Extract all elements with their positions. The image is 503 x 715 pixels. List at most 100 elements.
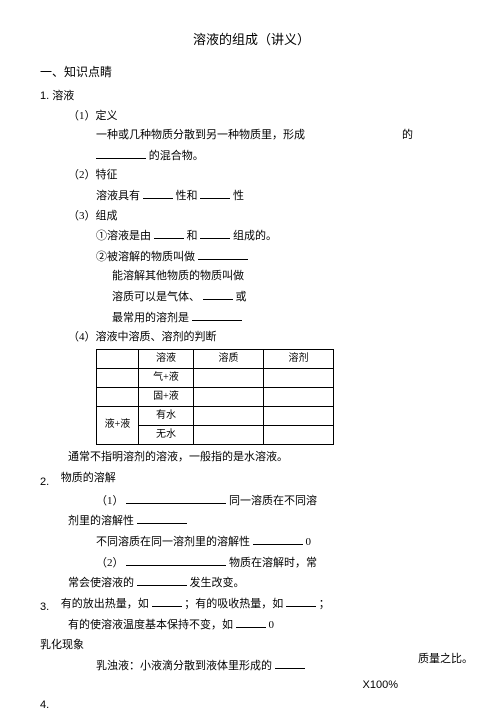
table-cell: 液+液	[97, 406, 139, 444]
item-2-line5: 常会使溶液的 发生改变。	[40, 574, 463, 593]
table-row: 气+液	[97, 368, 334, 387]
blank-fill	[137, 574, 187, 586]
table-cell: 固+液	[139, 387, 194, 406]
blank-fill	[200, 227, 230, 239]
item-5-num: 4.	[40, 697, 58, 715]
text-fragment: 性和	[176, 190, 198, 202]
item-1-2-text: 溶液具有 性和 性	[40, 187, 463, 206]
text-fragment: 溶液具有	[96, 190, 140, 202]
blank-fill	[236, 616, 266, 628]
text-fragment: 溶质可以是气体、	[112, 291, 200, 303]
text-fragment: 0	[269, 619, 275, 631]
blank-fill	[275, 657, 305, 669]
item-1-3-text2: ②被溶解的物质叫做	[40, 248, 463, 267]
section-heading: 一、知识点睛	[40, 63, 463, 82]
item-4-line1: 乳浊液：小液滴分散到液体里形成的 质量之比。	[40, 657, 463, 676]
table-cell: 溶剂	[264, 349, 334, 368]
table-row: 溶液 溶质 溶剂	[97, 349, 334, 368]
item-1-1-text2: 的混合物。	[40, 147, 463, 166]
item-1-3-text1: ①溶液是由 和 组成的。	[40, 227, 463, 246]
text-fragment: 的混合物。	[149, 150, 204, 162]
text-fragment: 同一溶质在不同溶	[229, 495, 317, 507]
item-1-1-text: 一种或几种物质分散到另一种物质里，形成 的	[40, 127, 463, 145]
text-fragment: ②被溶解的物质叫做	[96, 251, 195, 263]
formula: X100%	[363, 677, 398, 695]
blank-fill	[143, 187, 173, 199]
item-4: 乳化现象	[40, 637, 463, 655]
page-title: 溶液的组成（讲义）	[40, 30, 463, 51]
item-1-3-text5: 最常用的溶剂是	[40, 309, 463, 328]
table-cell: 无水	[139, 425, 194, 444]
table-cell	[97, 387, 139, 406]
text-fragment: 和	[187, 230, 198, 242]
text-fragment: 质量之比。	[418, 651, 473, 669]
item-2-num: 2.	[40, 474, 58, 492]
blank-fill	[126, 492, 226, 504]
item-1-3-text3: 能溶解其他物质的物质叫做	[40, 268, 463, 286]
item-1-label: 1. 溶液	[40, 88, 463, 106]
text-fragment: （1）	[96, 495, 124, 507]
item-2-line1: （1） 同一溶质在不同溶	[40, 492, 463, 511]
table-cell	[194, 387, 264, 406]
blank-fill	[154, 227, 184, 239]
blank-fill	[253, 533, 303, 545]
blank-fill	[200, 187, 230, 199]
note: 通常不指明溶剂的溶液，一般指的是水溶液。	[40, 449, 463, 467]
blank-fill	[203, 288, 233, 300]
blank-fill	[192, 309, 242, 321]
table-cell: 气+液	[139, 368, 194, 387]
table-cell: 溶液	[139, 349, 194, 368]
table-cell	[264, 406, 334, 425]
blank-fill	[126, 554, 226, 566]
text-fragment: 一种或几种物质分散到另一种物质里，形成	[96, 129, 305, 141]
table-cell	[97, 349, 139, 368]
text-fragment: 不同溶质在同一溶剂里的溶解性	[96, 536, 250, 548]
table-cell	[194, 368, 264, 387]
text-fragment: ；有的吸收热量，如	[184, 598, 283, 610]
table-cell	[194, 425, 264, 444]
table-cell	[264, 387, 334, 406]
item-3-line2: 有的使溶液温度基本保持不变，如 0	[40, 616, 463, 635]
blank-fill	[152, 595, 182, 607]
item-1-3-text4: 溶质可以是气体、 或	[40, 288, 463, 307]
item-1-3: （3）组成	[40, 208, 463, 226]
item-1-4: （4）溶液中溶质、溶剂的判断	[40, 329, 463, 347]
table-row: 液+液 有水	[97, 406, 334, 425]
table-row: 固+液	[97, 387, 334, 406]
text-fragment: 有的使溶液温度基本保持不变，如	[68, 619, 233, 631]
item-2-line4: （2） 物质在溶解时，常	[40, 554, 463, 573]
table-cell	[264, 425, 334, 444]
item-2-line3: 不同溶质在同一溶剂里的溶解性 0	[40, 533, 463, 552]
text-fragment: 或	[236, 291, 247, 303]
text-fragment: 性	[233, 190, 244, 202]
table-cell	[194, 406, 264, 425]
text-fragment: 常会使溶液的	[68, 577, 134, 589]
text-fragment: 物质在溶解时，常	[229, 557, 317, 569]
blank-fill	[286, 595, 316, 607]
solution-table: 溶液 溶质 溶剂 气+液 固+液 液+液 有水 无水	[96, 349, 334, 445]
blank-fill	[137, 512, 187, 524]
text-fragment: ；	[319, 598, 330, 610]
item-2-text: 物质的溶解	[61, 470, 441, 488]
text-fragment: 发生改变。	[190, 577, 245, 589]
item-3-num: 3.	[40, 599, 58, 617]
item-1-2: （2）特征	[40, 167, 463, 185]
table-cell	[264, 368, 334, 387]
text-fragment: 有的放出热量，如	[61, 598, 149, 610]
blank-fill	[96, 147, 146, 159]
text-fragment: 乳浊液：小液滴分散到液体里形成的	[96, 660, 272, 672]
text-fragment: 剂里的溶解性	[68, 515, 134, 527]
text-fragment: 能溶解其他物质的物质叫做	[112, 270, 244, 282]
text-fragment: 组成的。	[233, 230, 277, 242]
text-right: 的	[402, 127, 413, 145]
text-fragment: （2）	[96, 557, 124, 569]
table-cell	[97, 368, 139, 387]
item-2-line2: 剂里的溶解性	[40, 512, 463, 531]
blank-fill	[198, 248, 248, 260]
text-fragment: 0	[306, 536, 312, 548]
text-fragment: ①溶液是由	[96, 230, 151, 242]
text-fragment: 最常用的溶剂是	[112, 312, 189, 324]
item-1-1: （1）定义	[40, 108, 463, 126]
table-cell: 溶质	[194, 349, 264, 368]
table-cell: 有水	[139, 406, 194, 425]
